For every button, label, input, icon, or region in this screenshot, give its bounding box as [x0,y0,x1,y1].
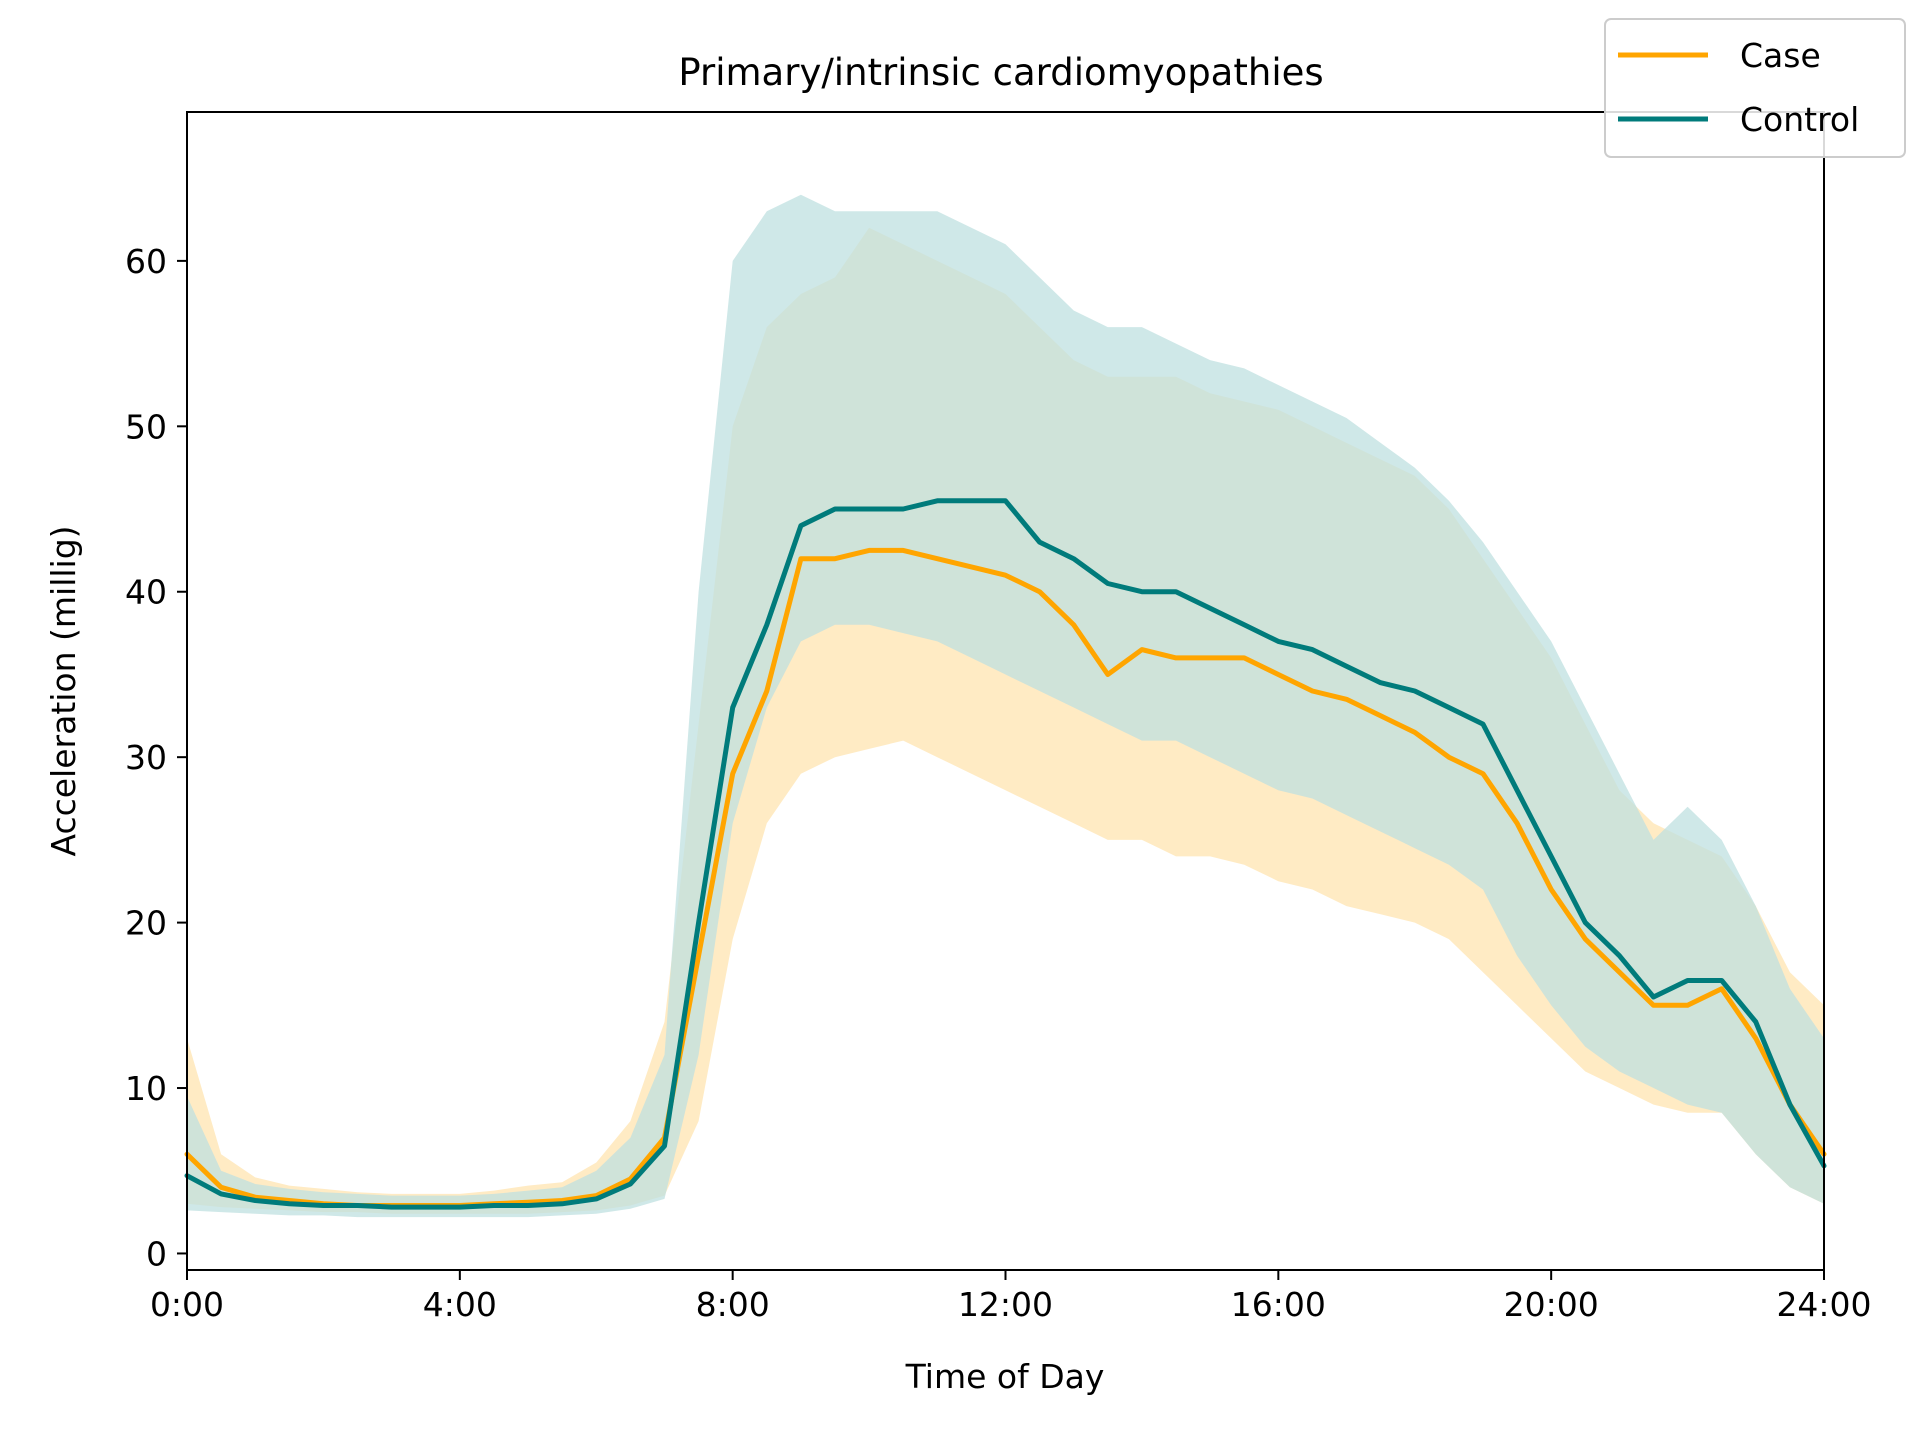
legend-control-label: Control [1740,100,1859,139]
y-tick-label: 50 [125,407,167,446]
x-tick-label: 0:00 [150,1285,224,1324]
x-axis: 0:00 4:00 8:00 12:00 16:00 20:00 24:00 [150,1270,1872,1324]
x-tick-label: 16:00 [1231,1285,1326,1324]
x-tick-label: 4:00 [423,1285,497,1324]
legend-case-label: Case [1740,36,1821,75]
x-tick-label: 24:00 [1776,1285,1871,1324]
legend: Case Control [1604,18,1906,158]
case-band [187,227,1824,1214]
y-tick-label: 10 [125,1069,167,1108]
y-tick-label: 40 [125,573,167,612]
x-tick-label: 12:00 [958,1285,1053,1324]
y-tick-label: 20 [125,904,167,943]
y-tick-label: 0 [146,1234,167,1273]
x-tick-label: 8:00 [696,1285,770,1324]
y-axis-label: Acceleration (millig) [44,525,83,856]
confidence-bands [187,194,1824,1218]
control-band [187,194,1824,1218]
control-line [184,498,1827,1210]
y-tick-label: 60 [125,242,167,281]
series-lines [184,498,1827,1210]
x-axis-label: Time of Day [905,1357,1105,1396]
y-tick-label: 30 [125,738,167,777]
y-axis: 0 10 20 30 40 50 60 [125,242,187,1273]
x-tick-label: 20:00 [1504,1285,1599,1324]
chart-title: Primary/intrinsic cardiomyopathies [678,51,1323,94]
